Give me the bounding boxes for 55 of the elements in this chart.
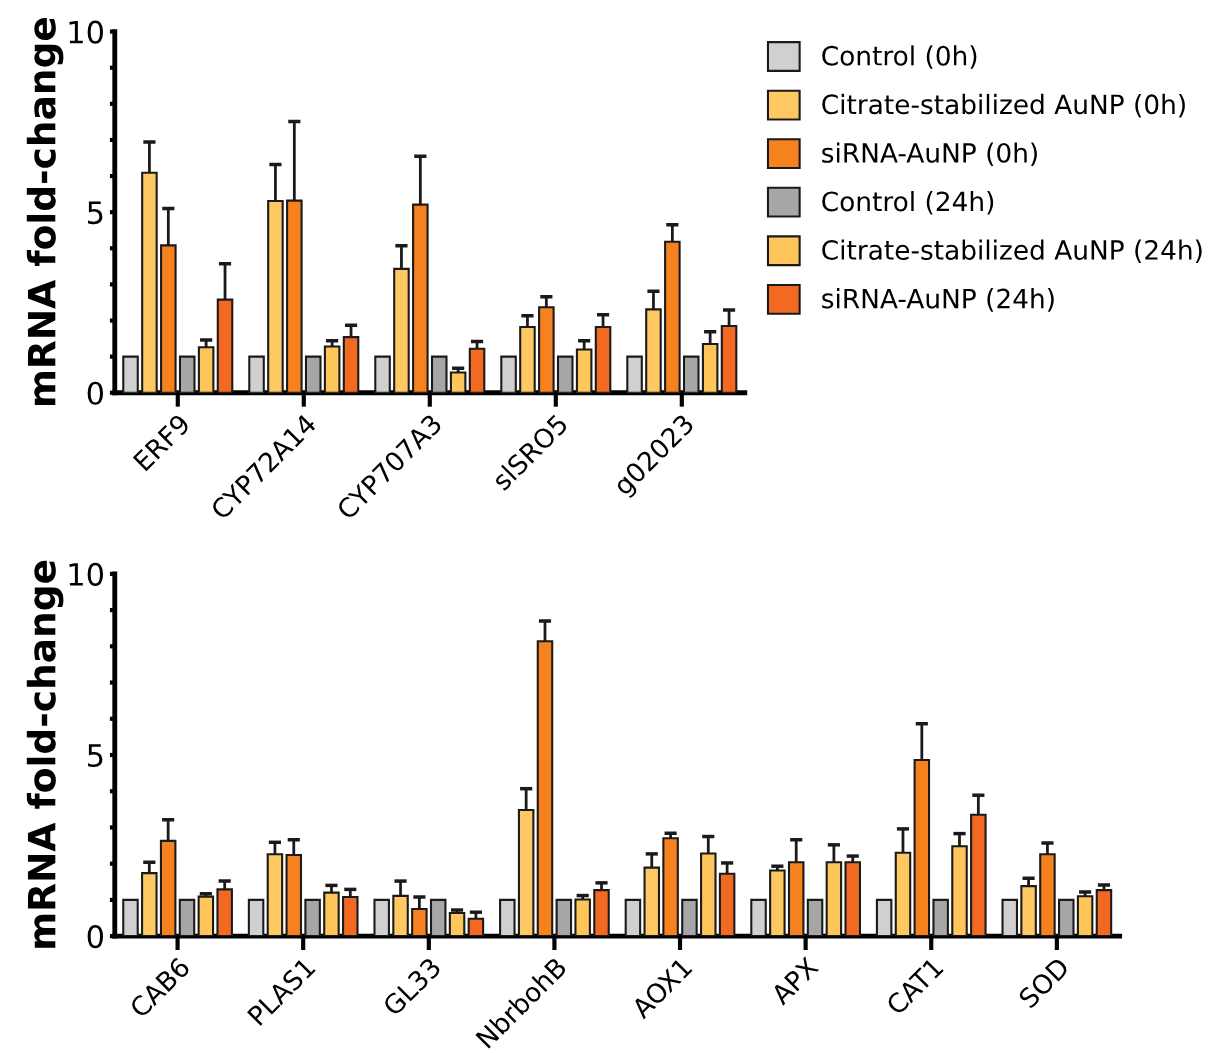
bar <box>593 889 610 937</box>
bar <box>429 898 447 937</box>
bar <box>342 895 359 937</box>
bar <box>1001 898 1019 937</box>
legend-label: siRNA-AuNP (0h) <box>822 142 1037 166</box>
bar <box>932 898 949 937</box>
bar <box>448 911 466 937</box>
bar <box>556 355 574 393</box>
bar <box>875 898 893 937</box>
bar <box>430 355 448 393</box>
legend-label: Control (0h) <box>822 45 977 69</box>
bar <box>178 355 196 393</box>
bar <box>197 346 215 393</box>
legend-label: Control (24h) <box>822 190 994 215</box>
bar <box>769 869 786 937</box>
bar <box>750 898 767 937</box>
y-tick-label: 10 <box>69 20 104 44</box>
bar <box>555 898 573 937</box>
bar <box>662 837 679 937</box>
bar <box>574 898 591 937</box>
bar <box>373 898 390 937</box>
bar <box>500 355 517 393</box>
y-axis-title: mRNA fold-change <box>26 560 64 948</box>
y-tick-label: 5 <box>87 744 103 768</box>
bar <box>624 898 642 937</box>
y-axis-title: mRNA fold-change <box>26 18 64 406</box>
bar <box>626 355 643 393</box>
bar <box>304 898 321 937</box>
bar <box>323 345 341 393</box>
bar <box>468 347 486 393</box>
bar <box>374 355 391 393</box>
y-tick-label: 0 <box>87 381 104 405</box>
legend-label: Citrate-stabilized AuNP (0h) <box>822 93 1185 118</box>
y-tick-label: 5 <box>87 201 103 225</box>
legend-label: siRNA-AuNP (24h) <box>822 288 1054 312</box>
bar <box>682 355 700 393</box>
bar <box>681 898 698 937</box>
bar <box>1095 889 1113 937</box>
bar <box>806 898 824 937</box>
bar <box>248 355 265 393</box>
y-tick-label: 0 <box>87 925 104 949</box>
bar <box>304 355 322 393</box>
bar <box>122 898 139 937</box>
bar <box>1058 898 1075 937</box>
bar <box>178 898 196 937</box>
bar <box>449 371 467 393</box>
bar <box>323 891 340 937</box>
bar <box>844 861 861 937</box>
bar <box>247 898 265 937</box>
legend-label: Citrate-stabilized AuNP (24h) <box>822 239 1202 264</box>
y-tick-label: 10 <box>69 562 104 586</box>
bar <box>499 898 516 937</box>
bar <box>197 895 215 937</box>
bar <box>467 917 485 937</box>
bar <box>122 355 139 393</box>
